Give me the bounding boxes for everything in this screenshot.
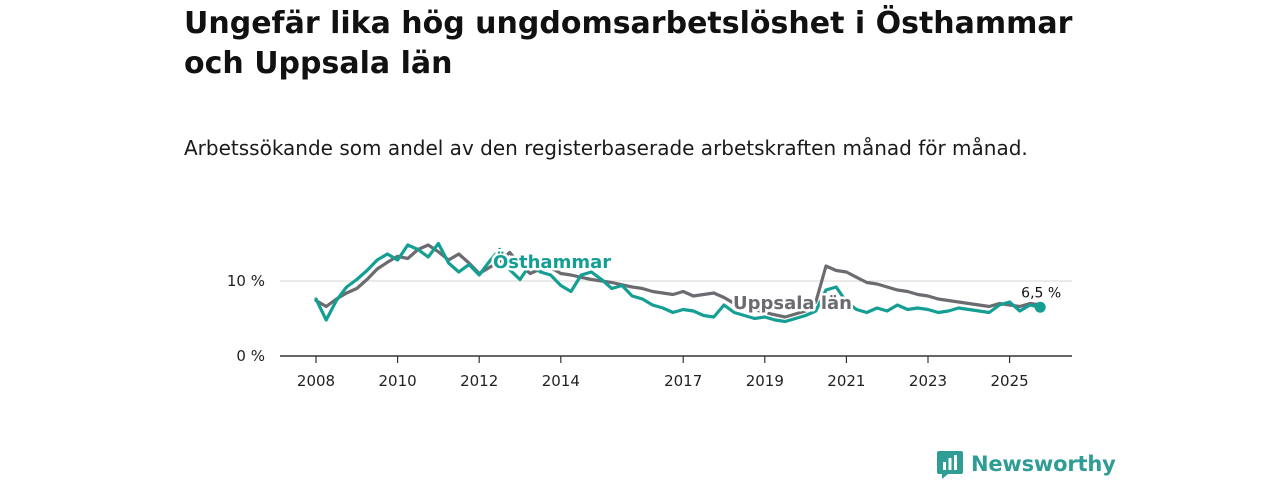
series-line-östhammar (314, 241, 1042, 324)
chart-subtitle: Arbetssökande som andel av den registerb… (184, 136, 1028, 160)
x-tick-label: 2010 (379, 372, 417, 390)
x-tick-label: 2008 (297, 372, 335, 390)
series-end-point (1034, 301, 1046, 313)
series-label-uppsala-lan: Uppsala län (733, 293, 852, 314)
series-label-osthammar: Östhammar (493, 251, 611, 273)
newsworthy-logo-icon (937, 451, 963, 479)
series-line-uppsala-län (314, 243, 1042, 319)
x-tick-label: 2019 (746, 372, 784, 390)
y-tick-label: 0 % (236, 347, 265, 365)
brand-name: Newsworthy (971, 452, 1116, 476)
end-value-label: 6,5 % (1021, 285, 1061, 301)
brand-logo: Newsworthy (937, 448, 1116, 480)
x-tick-label: 2021 (827, 372, 865, 390)
x-tick-label: 2023 (909, 372, 947, 390)
y-tick-label: 10 % (227, 272, 265, 290)
x-tick-label: 2017 (664, 372, 702, 390)
x-tick-label: 2012 (460, 372, 498, 390)
x-tick-label: 2025 (991, 372, 1029, 390)
x-tick-label: 2014 (542, 372, 580, 390)
chart-title: Ungefär lika hög ungdomsarbetslöshet i Ö… (184, 6, 1073, 81)
